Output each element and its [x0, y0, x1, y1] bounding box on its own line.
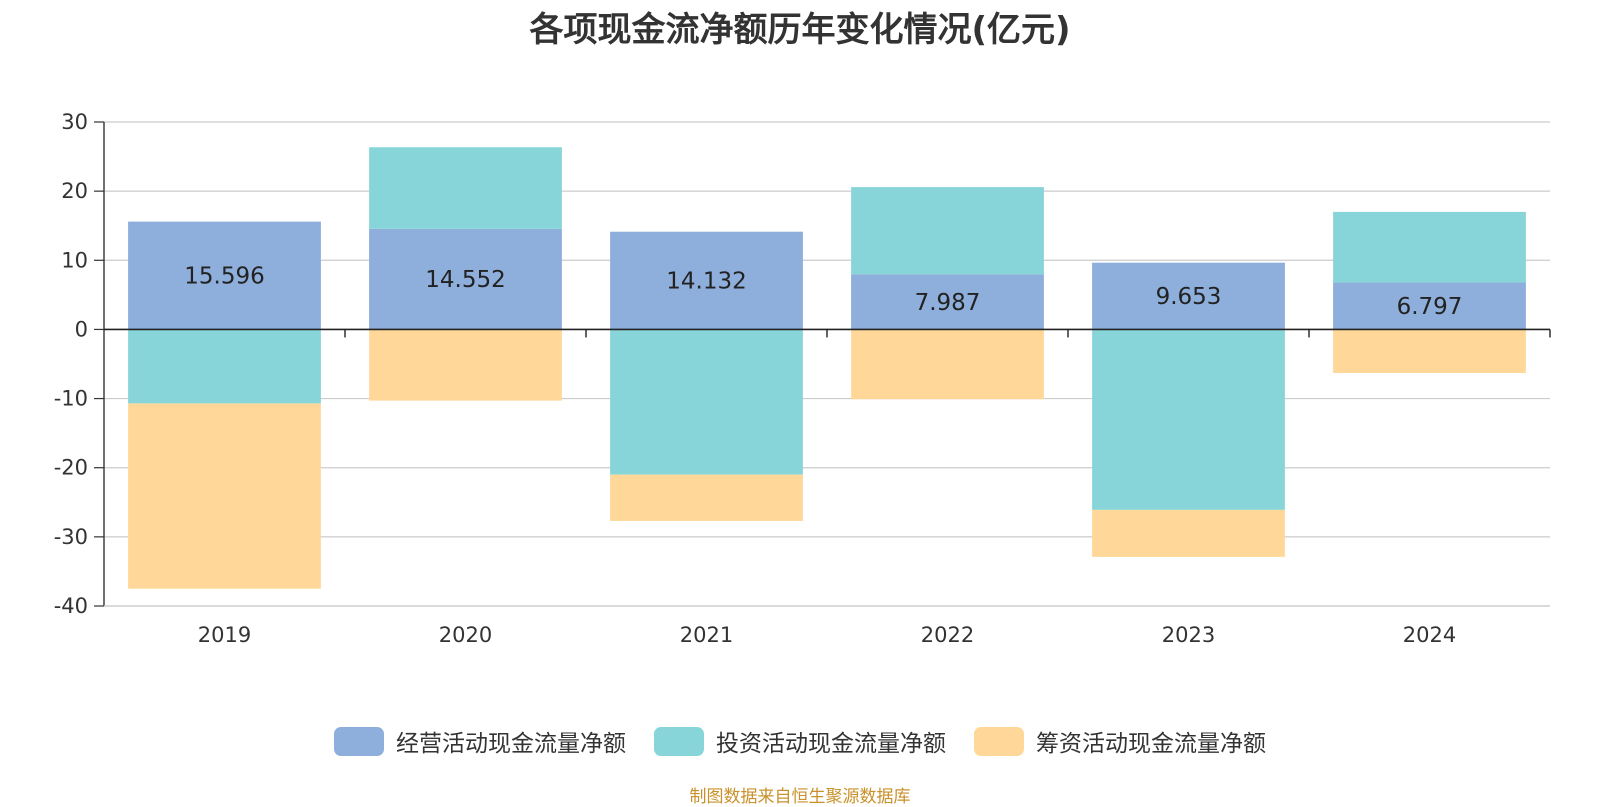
- y-tick-label: -40: [54, 594, 88, 618]
- data-label: 7.987: [915, 290, 981, 316]
- bar-segment: [1333, 329, 1526, 373]
- x-tick-label: 2019: [198, 623, 251, 647]
- bar-segment: [851, 274, 1044, 330]
- x-tick-label: 2023: [1162, 623, 1215, 647]
- y-tick-label: 20: [61, 179, 88, 203]
- y-tick-label: 10: [61, 248, 88, 272]
- legend-swatch: [334, 726, 384, 756]
- legend-label: 筹资活动现金流量净额: [1036, 731, 1266, 757]
- x-tick-label: 2021: [680, 623, 733, 647]
- x-tick-label: 2024: [1403, 623, 1456, 647]
- chart-title: 各项现金流净额历年变化情况(亿元): [529, 10, 1071, 50]
- y-tick-label: -10: [54, 387, 88, 411]
- legend-swatch: [974, 726, 1024, 756]
- bar-segment: [851, 187, 1044, 275]
- data-label: 6.797: [1397, 294, 1463, 320]
- bar-segment: [369, 329, 562, 401]
- bar-segment: [610, 329, 803, 475]
- source-note: 制图数据来自恒生聚源数据库: [689, 787, 911, 807]
- data-label: 14.552: [425, 267, 505, 293]
- bar-segment: [369, 147, 562, 229]
- legend-item[interactable]: 投资活动现金流量净额: [654, 724, 946, 758]
- legend-item[interactable]: 经营活动现金流量净额: [334, 724, 626, 758]
- bar-segment: [369, 228, 562, 330]
- bar-segment: [128, 329, 321, 404]
- axes: 30 20 10 0 -10 -20 -30 -40 2019 2020 2021 2022 2023 2…: [54, 110, 1551, 647]
- legend-label: 投资活动现金流量净额: [716, 731, 946, 757]
- x-tick-label: 2020: [439, 623, 492, 647]
- bars: [128, 147, 1526, 589]
- y-tick-label: -20: [54, 456, 88, 480]
- bar-segment: [128, 403, 321, 589]
- legend-swatch: [654, 726, 704, 756]
- data-label: 9.653: [1156, 284, 1222, 310]
- x-tick-label: 2022: [921, 623, 974, 647]
- bar-segment: [1333, 282, 1526, 330]
- data-labels: 15.596 14.552 14.132 7.987 9.653 6.797: [184, 264, 1462, 320]
- bar-segment: [128, 221, 321, 330]
- legend-item[interactable]: 筹资活动现金流量净额: [974, 724, 1266, 758]
- bar-segment: [851, 329, 1044, 400]
- data-label: 15.596: [184, 264, 264, 290]
- bar-segment: [1092, 509, 1285, 557]
- legend: 经营活动现金流量净额 投资活动现金流量净额 筹资活动现金流量净额: [0, 724, 1600, 758]
- bar-segment: [1333, 211, 1526, 283]
- y-tick-label: 0: [75, 317, 88, 341]
- bar-segment: [610, 474, 803, 521]
- y-tick-label: 30: [61, 110, 88, 134]
- legend-label: 经营活动现金流量净额: [396, 731, 626, 757]
- y-tick-label: -30: [54, 525, 88, 549]
- bar-segment: [610, 231, 803, 330]
- bar-segment: [1092, 329, 1285, 510]
- bar-segment: [1092, 262, 1285, 330]
- data-label: 14.132: [666, 269, 746, 295]
